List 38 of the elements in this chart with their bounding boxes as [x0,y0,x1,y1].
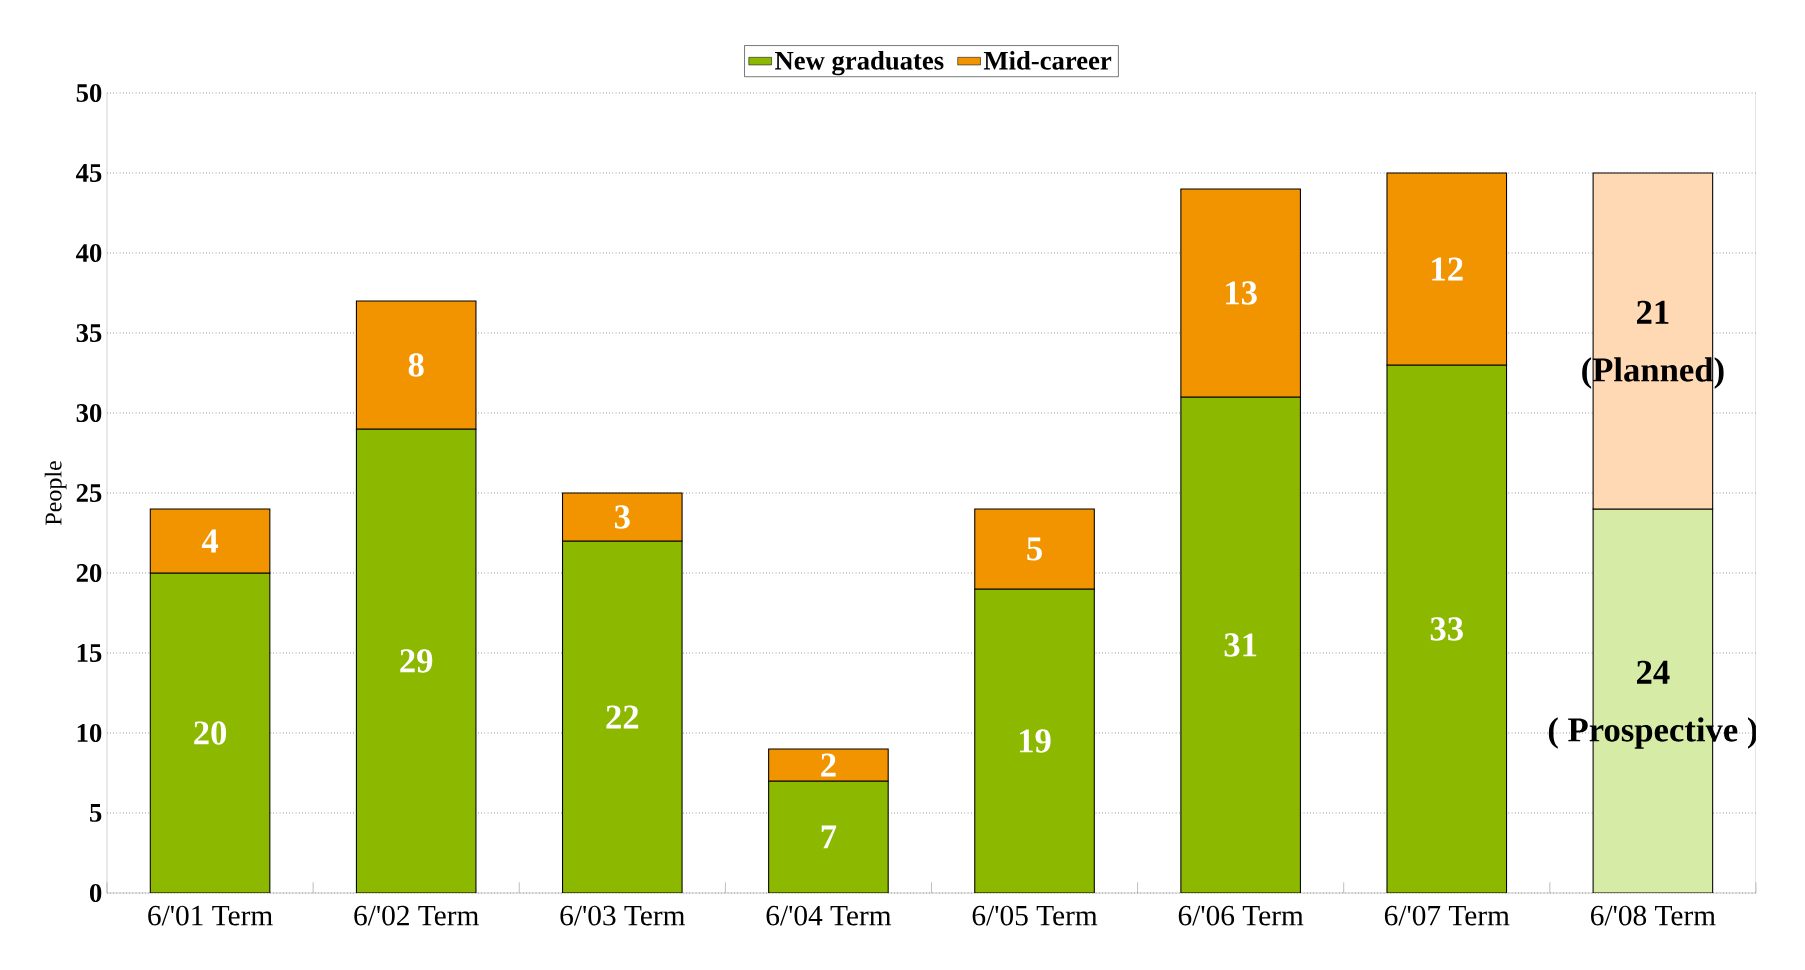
legend-label: New graduates [775,50,944,76]
x-tick-label: 6/'01 Term [148,905,273,926]
data-label: 3 [614,505,630,529]
data-label: 7 [821,825,837,849]
y-tick-label: 5 [90,804,102,822]
data-label: 29 [400,649,433,673]
data-label: 20 [194,721,227,745]
data-label: 22 [606,705,639,729]
data-label: 12 [1432,257,1463,281]
x-tick-label: 6/'07 Term [1384,905,1510,926]
y-tick-label: 10 [77,723,102,742]
data-label: 8 [408,353,424,377]
data-label: 13 [1226,281,1257,305]
x-tick-label: 6/'08 Term [1591,905,1716,926]
y-tick-label: 20 [76,563,102,582]
data-label: 2 [821,753,836,777]
y-tick-label: 30 [76,403,102,422]
y-axis-title: People [44,461,67,525]
y-tick-label: 35 [76,324,102,342]
data-label: 19 [1019,729,1051,753]
data-label: 31 [1224,633,1257,657]
x-tick-label: 6/'03 Term [560,905,685,926]
y-tick-label: 45 [75,164,102,182]
legend-label: Mid-career [983,50,1112,70]
data-label: 4 [201,529,219,553]
data-label: 21 [1637,300,1669,324]
y-tick-label: 50 [76,83,102,102]
y-tick-label: 40 [75,243,102,262]
x-tick-label: 6/'02 Term [354,905,479,926]
y-tick-label: 0 [89,883,102,902]
data-label: 24 [1637,660,1670,684]
x-tick-label: 6/'04 Term [766,905,892,926]
x-tick-label: 6/'06 Term [1178,905,1304,926]
data-label: 5 [1027,537,1042,561]
x-tick-label: 6/'05 Term [972,905,1098,926]
y-tick-label: 15 [77,644,102,662]
data-label: 33 [1430,617,1463,641]
y-tick-label: 25 [76,484,102,502]
